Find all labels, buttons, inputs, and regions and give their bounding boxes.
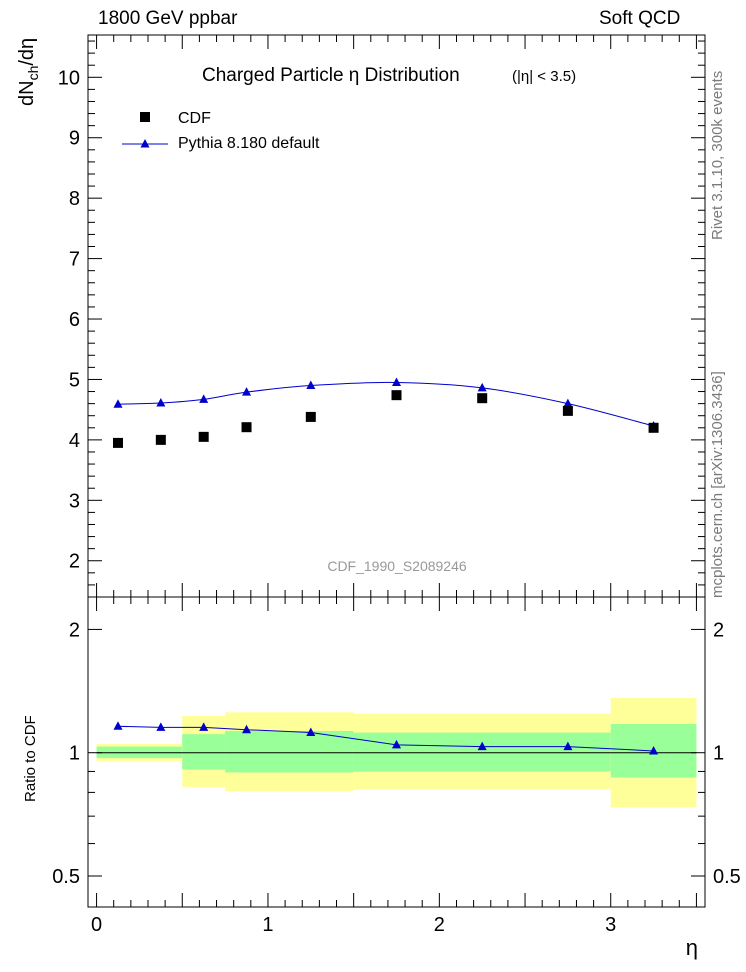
cdf-marker — [112, 437, 123, 448]
ratio-x-tick-label: 2 — [434, 914, 445, 936]
cdf-marker — [562, 405, 573, 416]
ratio-pythia-marker — [649, 745, 659, 755]
ratio-y-tick-label-right: 2 — [713, 619, 724, 641]
ratio-pythia-marker — [477, 741, 487, 751]
ratio-frame — [87, 596, 706, 908]
ratio-y-tick-label-right: 0.5 — [713, 866, 741, 888]
cdf-marker — [477, 393, 488, 404]
cdf-marker — [648, 422, 659, 433]
pythia-curve — [117, 381, 654, 427]
header-left-label: 1800 GeV ppbar — [98, 8, 238, 29]
pythia-marker — [306, 380, 316, 389]
chart-title: Charged Particle η Distribution — [202, 65, 460, 86]
ratio-x-tick-label: 1 — [262, 914, 273, 936]
legend-cdf-label: CDF — [178, 110, 211, 127]
ratio-pythia-marker — [156, 722, 166, 731]
pythia-marker — [199, 394, 209, 403]
main-y-tick-label: 2 — [69, 551, 80, 573]
ratio-pythia-marker — [392, 739, 401, 749]
ratio-y-tick-label-right: 1 — [713, 743, 724, 765]
ratio-plot-area — [96, 721, 697, 755]
ratio-x-tick-label: 0 — [91, 914, 102, 936]
legend-pythia-marker — [140, 139, 150, 148]
ratio-x-tick-label: 3 — [605, 914, 616, 936]
ratio-band-green — [182, 734, 226, 770]
cdf-marker — [155, 434, 166, 445]
main-y-axis-label: dNch/dη — [16, 38, 41, 106]
ratio-pythia-marker — [199, 722, 209, 731]
main-y-tick-label: 10 — [58, 67, 80, 89]
ratio-y-tick-label-left: 1 — [69, 743, 80, 765]
axes — [87, 34, 706, 908]
pythia-marker — [242, 387, 252, 396]
watermark-label: CDF_1990_S2089246 — [327, 558, 467, 574]
cdf-marker — [198, 431, 209, 442]
main-y-tick-label: 5 — [69, 369, 80, 391]
ratio-band-green — [225, 730, 354, 773]
ratio-pythia-marker — [113, 721, 123, 730]
x-axis-label: η — [686, 935, 698, 960]
main-y-tick-label: 8 — [69, 188, 80, 210]
pythia-marker — [113, 399, 123, 408]
ratio-y-tick-label-left: 0.5 — [52, 866, 80, 888]
pythia-marker — [563, 398, 573, 408]
legend-cdf-marker — [140, 112, 150, 122]
main-y-tick-label: 7 — [69, 249, 80, 271]
cdf-marker — [391, 390, 402, 401]
ratio-band-green — [353, 732, 611, 772]
chart-labels: 2 3 4 5 6 7 8 9 10 0 1 2 3 0.5 0.5 1 1 2 2 Charged Particle… — [16, 38, 741, 960]
main-y-tick-label: 3 — [69, 490, 80, 512]
ratio-y-tick-label-left: 2 — [69, 619, 80, 641]
ratio-pythia-marker — [306, 727, 316, 737]
header-right-label: Soft QCD — [599, 8, 681, 29]
pythia-marker — [156, 398, 166, 407]
legend-pythia-label: Pythia 8.180 default — [178, 135, 320, 152]
main-y-tick-label: 6 — [69, 309, 80, 331]
chart-title-cut: (|η| < 3.5) — [512, 68, 576, 85]
ratio-y-axis-label: Ratio to CDF — [22, 715, 39, 802]
cdf-marker — [305, 411, 316, 422]
main-plot-area — [112, 377, 659, 448]
ratio-pythia-marker — [242, 724, 252, 734]
main-y-tick-label: 9 — [69, 128, 80, 150]
cdf-marker — [241, 422, 252, 433]
pythia-marker — [392, 377, 401, 386]
main-y-tick-label: 4 — [69, 430, 80, 452]
pythia-marker — [477, 382, 487, 392]
ratio-pythia-marker — [563, 741, 573, 751]
